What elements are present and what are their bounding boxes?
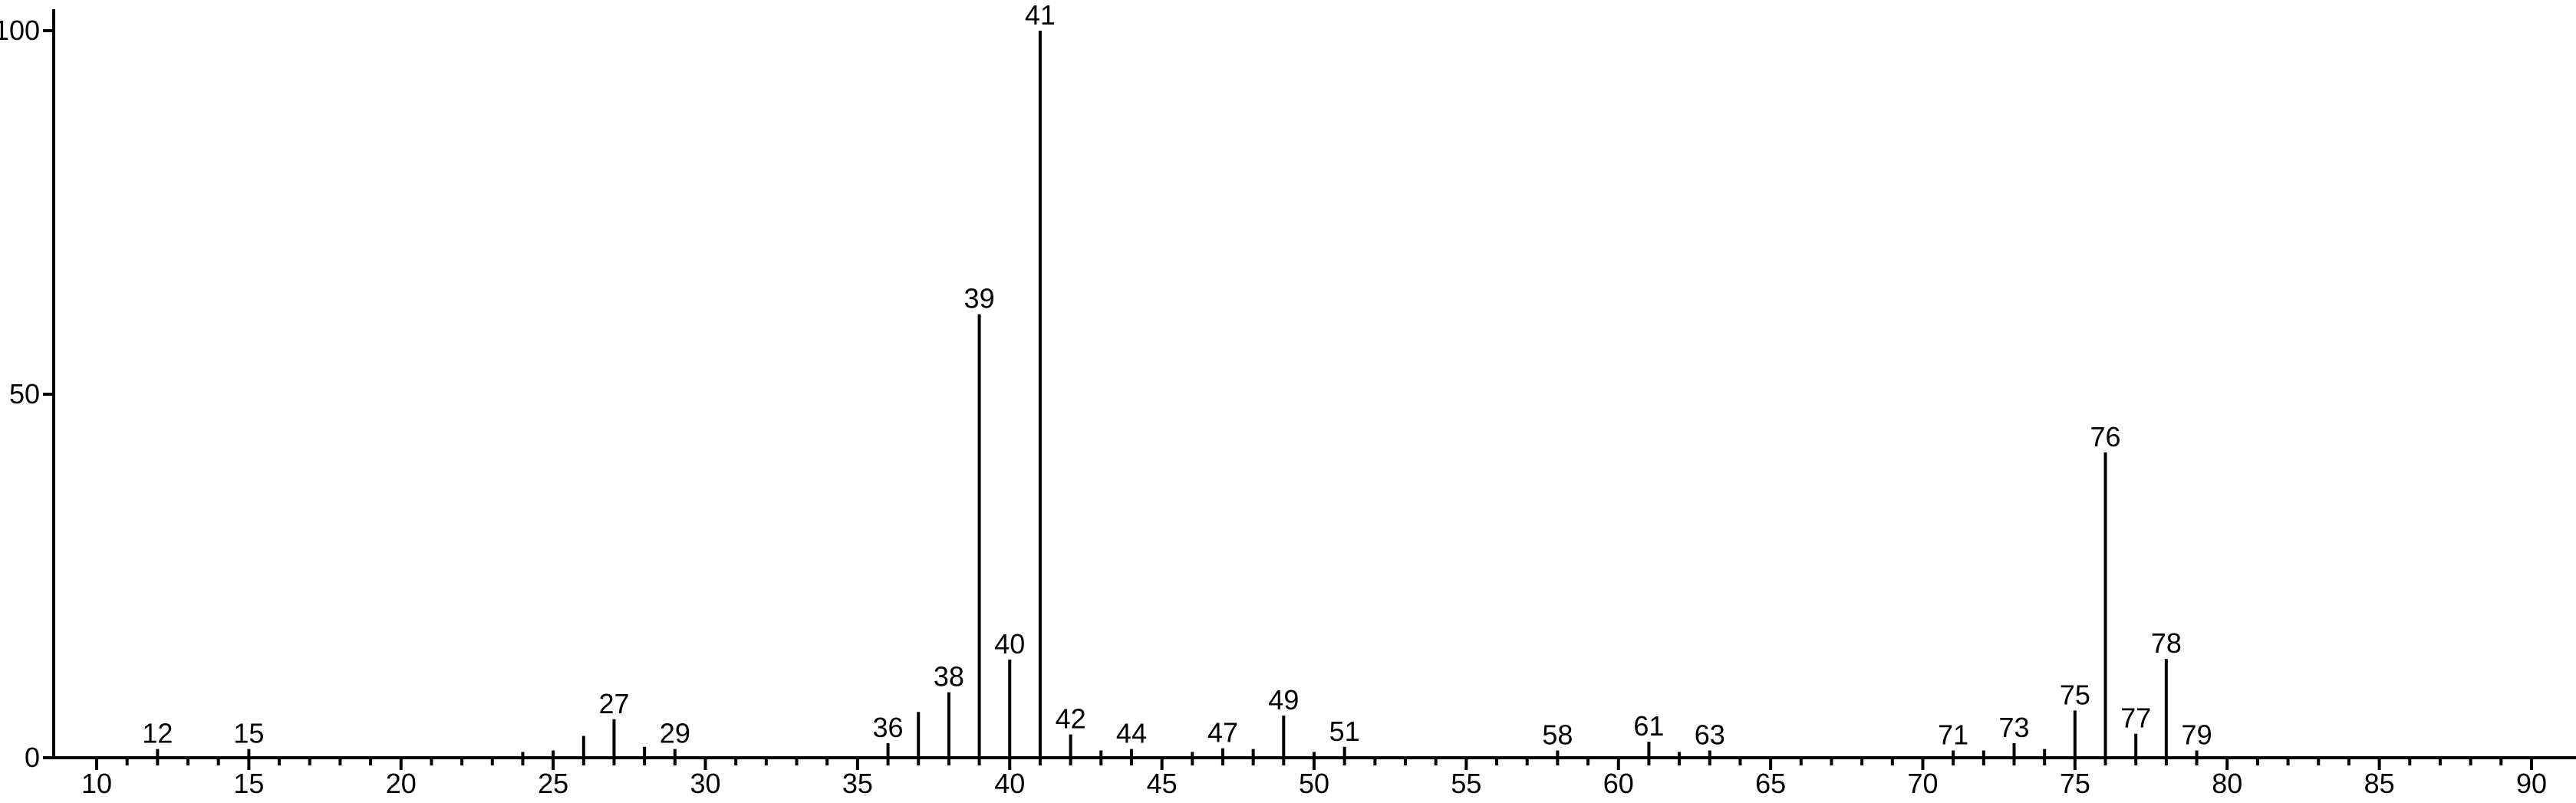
x-axis-tick-label: 75 (2060, 768, 2090, 799)
peak-label: 36 (873, 712, 904, 743)
y-axis-tick-label: 100 (0, 15, 40, 46)
peak-label: 51 (1329, 716, 1360, 747)
x-axis-tick-label: 70 (1907, 768, 1938, 799)
peak-label: 79 (2182, 719, 2212, 751)
peak-label: 71 (1938, 719, 1968, 751)
x-axis-tick-label: 15 (233, 768, 264, 799)
peak-label: 49 (1268, 684, 1299, 716)
y-axis-tick-label: 50 (9, 378, 40, 410)
peak-label: 78 (2151, 627, 2182, 659)
peak-label: 42 (1056, 703, 1086, 735)
x-axis-tick-label: 10 (81, 768, 112, 799)
x-axis-tick-label: 40 (994, 768, 1025, 799)
x-axis-tick-label: 60 (1603, 768, 1634, 799)
x-axis-tick-label: 35 (842, 768, 873, 799)
peak-label: 41 (1025, 0, 1056, 31)
peak-label: 73 (1999, 712, 2030, 743)
peak-label: 12 (142, 718, 173, 749)
peak-label: 63 (1695, 719, 1725, 751)
peak-label: 47 (1207, 717, 1238, 749)
x-axis-tick-label: 85 (2364, 768, 2395, 799)
peak-label: 29 (660, 718, 690, 749)
peak-label: 61 (1633, 710, 1664, 742)
x-axis-tick-label: 80 (2212, 768, 2242, 799)
x-axis-tick-label: 90 (2516, 768, 2547, 799)
peak-label: 77 (2120, 703, 2151, 734)
x-axis-tick-label: 55 (1451, 768, 1481, 799)
peak-label: 27 (598, 688, 629, 719)
peak-label: 38 (934, 661, 964, 693)
peak-label: 58 (1542, 719, 1573, 751)
peak-label: 75 (2060, 679, 2090, 710)
x-axis-tick-label: 65 (1755, 768, 1786, 799)
x-axis-tick-label: 45 (1147, 768, 1178, 799)
x-axis-tick-label: 20 (386, 768, 417, 799)
peak-label: 39 (964, 283, 995, 314)
x-axis-tick-label: 30 (690, 768, 720, 799)
x-axis-tick-label: 50 (1299, 768, 1329, 799)
peak-label: 44 (1116, 718, 1147, 749)
peak-label: 76 (2090, 421, 2121, 453)
peak-label: 40 (994, 628, 1025, 660)
y-axis-tick-label: 0 (25, 742, 40, 773)
x-axis-tick-label: 25 (538, 768, 568, 799)
peak-label: 15 (233, 718, 264, 749)
